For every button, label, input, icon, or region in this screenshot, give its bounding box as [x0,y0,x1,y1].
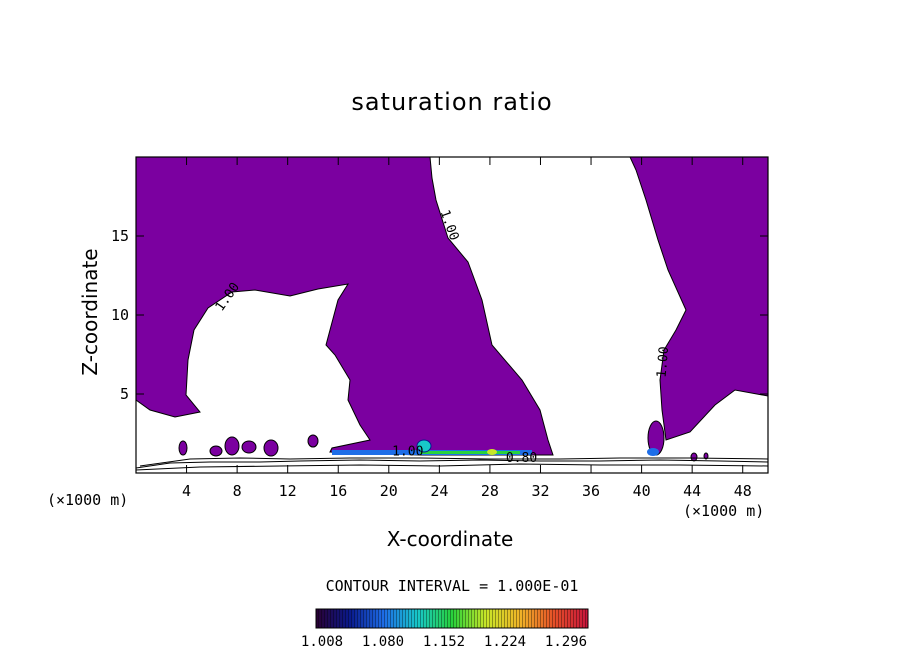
y-axis-ticks: 5 10 15 [111,227,768,403]
x-tick-label: 4 [182,482,191,500]
cloud-blob [263,439,279,457]
y-tick-label: 10 [111,306,129,324]
colorbar-tick-label: 1.224 [484,634,526,650]
surface-contour-line [136,463,768,471]
contour-label: 1.00 [655,346,673,379]
x-tick-label: 12 [279,482,297,500]
cloud-blob [307,434,319,448]
surface-contour-line [136,459,768,469]
colorbar-tick-label: 1.080 [362,634,404,650]
high-saturation-spot [487,449,497,455]
cloud-blob [224,436,240,456]
x-tick-label: 20 [380,482,398,500]
surface-contour-line [139,457,768,467]
cloud-blob [178,440,188,456]
high-saturation-band-core [420,451,520,454]
colorbar-tick-label: 1.008 [301,634,343,650]
colorbar-tick-label: 1.296 [545,634,587,650]
x-axis-unit-left: (×1000 m) [47,491,129,509]
colorbar-labels: 1.008 1.080 1.152 1.224 1.296 [301,634,587,650]
cloud-blob [690,452,698,462]
x-axis-ticks: 4 8 12 16 20 24 28 32 36 40 44 48 [182,157,752,500]
x-tick-label: 24 [430,482,448,500]
y-tick-label: 5 [120,385,129,403]
contour-interval-note: CONTOUR INTERVAL = 1.000E-01 [325,577,579,595]
x-tick-label: 44 [683,482,701,500]
x-tick-label: 16 [329,482,347,500]
x-tick-label: 8 [233,482,242,500]
x-tick-label: 36 [582,482,600,500]
high-saturation-spot [647,448,659,456]
y-axis-label: Z-coordinate [78,248,102,376]
colorbar-stripes [316,609,588,628]
colorbar-tick-label: 1.152 [423,634,465,650]
supersaturated-region-left [136,157,554,456]
cloud-blob [703,452,709,460]
contour-fill-layer [136,157,768,471]
x-tick-label: 28 [481,482,499,500]
x-tick-label: 48 [734,482,752,500]
cloud-blob [209,445,223,457]
x-axis-unit-right: (×1000 m) [683,502,765,520]
high-saturation-spot [416,439,432,453]
contour-label: 0.80 [506,451,537,466]
y-tick-label: 15 [111,227,129,245]
x-tick-label: 32 [531,482,549,500]
x-axis-label: X-coordinate [386,527,514,551]
chart-title: saturation ratio [351,88,553,116]
supersaturated-region-right [629,157,768,441]
contour-label: 1.00 [392,445,423,460]
cloud-blob [241,440,257,454]
x-tick-label: 40 [633,482,651,500]
